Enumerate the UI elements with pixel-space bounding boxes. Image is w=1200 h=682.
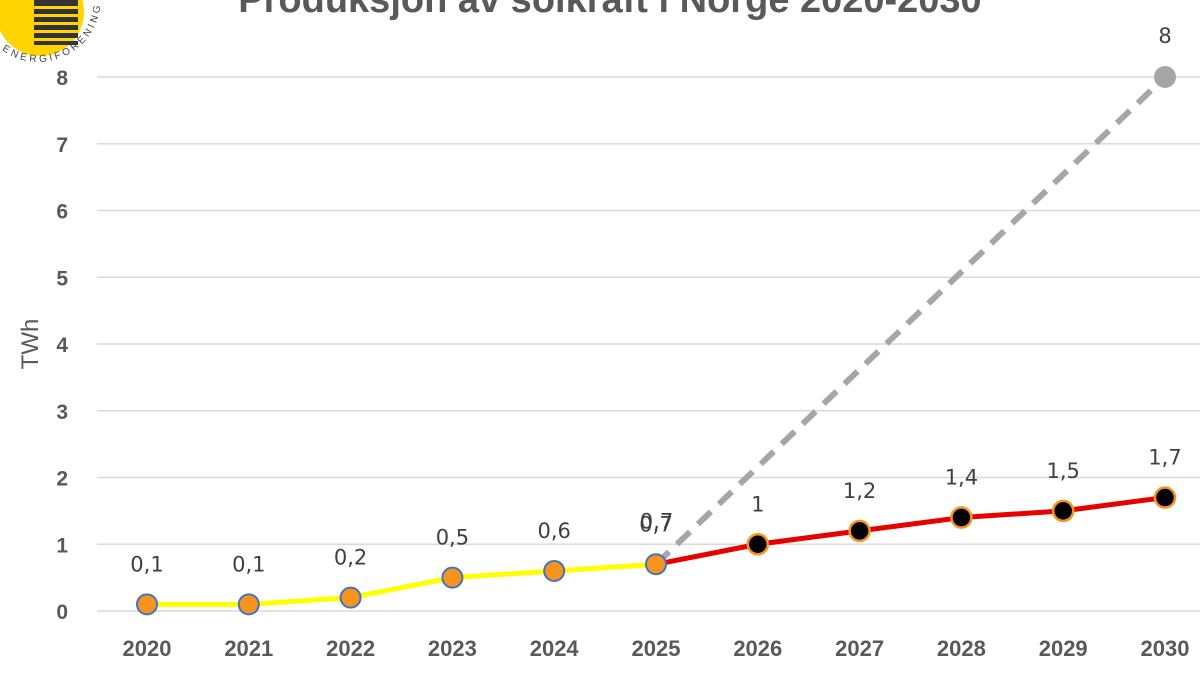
gridlines (97, 76, 1200, 612)
x-tick-label: 2024 (530, 636, 580, 661)
data-point (746, 533, 770, 556)
x-tick-label: 2025 (632, 636, 681, 661)
x-tick-label: 2026 (733, 636, 782, 661)
data-label: 0,7 (640, 509, 673, 533)
data-label: 1,7 (1148, 446, 1181, 470)
data-point (543, 559, 566, 582)
y-tick-label: 7 (56, 134, 68, 157)
y-tick-label: 5 (56, 267, 68, 290)
data-point (1154, 66, 1176, 88)
series-line (147, 561, 657, 607)
x-tick-label: 2020 (123, 636, 172, 661)
data-labels: 0,1 0,1 0,20,5 0,6 0,70,711,21,4 1,51,78 (130, 24, 1181, 576)
data-label: 0,2 (334, 546, 367, 570)
y-tick-label: 2 (56, 468, 68, 491)
data-label: 0,1 (130, 552, 163, 576)
data-label: 1,2 (843, 479, 876, 503)
x-tick-label: 2028 (937, 636, 986, 661)
data-point (645, 553, 667, 576)
y-tick-label: 1 (56, 534, 68, 557)
x-tick-label: 2030 (1141, 636, 1190, 661)
y-tick-label: 6 (56, 201, 68, 224)
x-tick-label: 2021 (224, 636, 273, 661)
x-tick-labels: 2020 2021 2022 2023 2024 2025 2026 2027 2028 2029… (123, 636, 1190, 661)
logo-stripes-icon (34, 0, 78, 45)
chart-title: Produksjon av solkraft i Norge 2020-2030 (238, 0, 981, 21)
data-point (848, 519, 871, 543)
data-label: 8 (1158, 24, 1171, 48)
y-tick-label: 0 (56, 601, 68, 624)
series-line (655, 495, 1166, 567)
series-markers (136, 66, 1177, 616)
x-tick-label: 2027 (835, 636, 884, 661)
data-label: 1,5 (1046, 459, 1079, 483)
y-tick-labels: 0 1 2 3 4 5 6 7 8 (56, 67, 68, 624)
y-tick-label: 8 (56, 67, 68, 90)
y-tick-label: 3 (56, 401, 68, 424)
data-point (950, 506, 973, 529)
data-label: 1 (751, 492, 764, 516)
data-label: 0,7 (639, 512, 672, 536)
logo: ENERGIFORENINGEN (0, 0, 101, 65)
x-tick-label: 2029 (1039, 636, 1088, 661)
series-line (653, 74, 1168, 567)
data-label: 1,4 (945, 466, 978, 490)
data-point (1153, 486, 1177, 509)
data-point (339, 586, 362, 609)
data-label: 0,5 (436, 526, 469, 550)
data-point (441, 566, 464, 589)
y-tick-label: 4 (56, 334, 68, 357)
data-point (237, 593, 260, 616)
data-label: 0,6 (537, 519, 570, 543)
data-point (1051, 499, 1075, 523)
data-label: 0,1 (232, 552, 265, 576)
series-lines (147, 74, 1168, 607)
x-tick-label: 2022 (326, 636, 375, 661)
y-axis-label: TWh (17, 319, 44, 370)
data-point (136, 593, 158, 616)
x-tick-label: 2023 (428, 636, 477, 661)
